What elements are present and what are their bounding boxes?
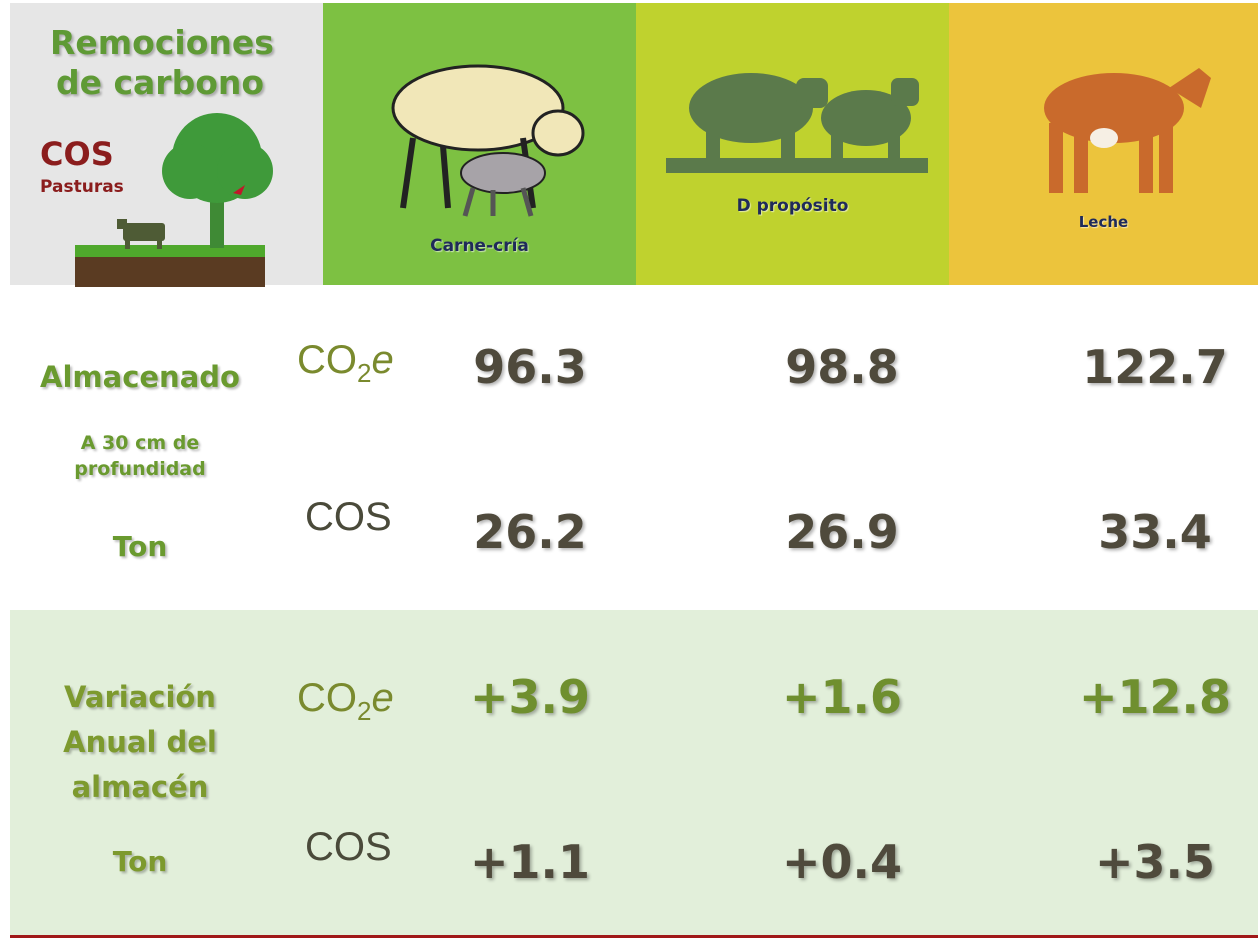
unit-co2e: CO2e [297, 338, 394, 389]
section-background [10, 610, 1258, 935]
value: 122.7 [1082, 340, 1228, 394]
tree-illustration [75, 113, 273, 287]
value: 33.4 [1098, 505, 1212, 559]
unit-cos: COS [305, 495, 392, 539]
title: Remociones de carbono [50, 23, 274, 102]
value: 96.3 [473, 340, 587, 394]
column-cell: Carne-cría [323, 3, 636, 285]
cow-calf-illustration [391, 64, 585, 217]
value: +0.4 [781, 835, 903, 889]
column-label: Carne-cría [430, 236, 529, 256]
unit-tail: e [371, 676, 394, 720]
cattle-illustration [666, 73, 928, 173]
unit-base: CO [297, 338, 357, 382]
row-note: A 30 cm de profundidad [74, 432, 206, 480]
column-label: Leche [1078, 213, 1129, 231]
value: +3.5 [1094, 835, 1216, 889]
column-cell: D propósito [636, 3, 949, 285]
unit-sub: 2 [357, 358, 372, 388]
badge-sub: Pasturas [40, 177, 124, 197]
row-label: Almacenado [40, 360, 240, 394]
badge: COS [40, 135, 114, 173]
unit-sub: 2 [357, 696, 372, 726]
column-cell: Leche [949, 3, 1258, 285]
bottom-rule [10, 935, 1258, 938]
value: +1.6 [781, 670, 903, 724]
value: 26.2 [473, 505, 587, 559]
row-label: Variación Anual del almacén [63, 680, 217, 804]
value: +3.9 [469, 670, 591, 724]
row-unit: Ton [112, 530, 168, 563]
row-unit: Ton [112, 845, 168, 878]
value: 98.8 [785, 340, 899, 394]
cow-illustration [1044, 68, 1211, 193]
unit-cos: COS [305, 825, 392, 869]
unit-tail: e [371, 338, 394, 382]
unit-base: CO [297, 676, 357, 720]
value: +12.8 [1078, 670, 1232, 724]
unit-co2e: CO2e [297, 676, 394, 727]
value: +1.1 [469, 835, 591, 889]
title-cell: Remociones de carbono COS Pasturas [10, 3, 323, 287]
column-label: D propósito [736, 196, 849, 216]
value: 26.9 [785, 505, 899, 559]
